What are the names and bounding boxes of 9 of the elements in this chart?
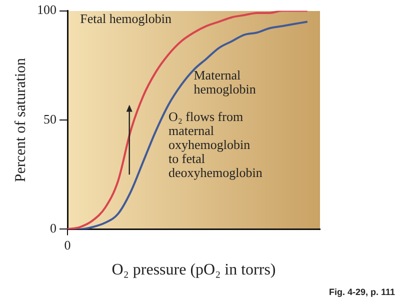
series-label: Fetal hemoglobin bbox=[80, 10, 172, 26]
y-axis-title: Percent of saturation bbox=[12, 57, 29, 182]
series-label: Maternal hemoglobin bbox=[194, 68, 256, 97]
y-tick-label: 0 bbox=[50, 220, 56, 236]
annotation: O₂ flows from maternal oxyhemoglobin to fetal deoxyhemoglobin bbox=[168, 109, 263, 180]
y-tick-label: 50 bbox=[44, 111, 56, 126]
y-tick-label: 100 bbox=[37, 2, 56, 18]
x-axis-title: O₂ pressure (pO₂ in torrs) bbox=[112, 262, 276, 279]
caption: Fig. 4-29, p. 111 bbox=[328, 286, 395, 297]
